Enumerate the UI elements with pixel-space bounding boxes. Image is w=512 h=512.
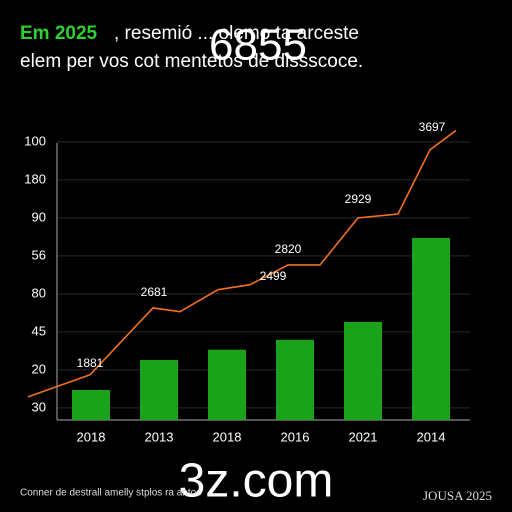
y-tick-label: 80 — [32, 285, 46, 300]
x-tick-label: 2013 — [145, 429, 174, 444]
bar — [412, 237, 450, 420]
annotation: 2681 — [141, 285, 168, 299]
y-tick-label: 20 — [32, 361, 46, 376]
x-tick-label: 2014 — [417, 429, 446, 444]
watermark: 3z.com — [179, 455, 334, 508]
y-tick-label: 30 — [32, 399, 46, 414]
bar — [344, 321, 382, 420]
annotation: 2499 — [260, 269, 287, 283]
x-tick-label: 2018 — [213, 429, 242, 444]
x-tick-label: 2018 — [77, 429, 106, 444]
footnote: Conner de destrall amelly stplos ra anto… — [20, 488, 201, 499]
x-tick-label: 2016 — [281, 429, 310, 444]
y-tick-label: 45 — [32, 323, 46, 338]
plot: 30 20 45 80 56 90 180 100 2018 2013 2018 2016 2021 20… — [24, 120, 470, 444]
y-tick-label: 90 — [32, 209, 46, 224]
y-tick-label: 180 — [24, 171, 46, 186]
signature: JOUSA 2025 — [423, 488, 492, 503]
chart-title: , resemió ... olemo ta arceste — [114, 23, 359, 44]
annotation: 1881 — [77, 356, 104, 370]
x-tick-label: 2021 — [349, 429, 378, 444]
y-tick-label: 56 — [32, 247, 46, 262]
bar — [276, 339, 314, 420]
bar — [208, 349, 246, 420]
trend-line — [27, 129, 457, 398]
annotation: 3697 — [419, 120, 446, 134]
bar — [72, 389, 110, 420]
annotation: 2820 — [275, 242, 302, 256]
bar — [140, 359, 178, 420]
annotation: 2929 — [345, 192, 372, 206]
y-tick-label: 100 — [24, 133, 46, 148]
overlay-text: 6855 — [209, 21, 307, 70]
subtitle: elem per vos cot mentetos de dissscoce. — [20, 51, 363, 72]
title-highlight: Em 2025 — [20, 23, 98, 44]
